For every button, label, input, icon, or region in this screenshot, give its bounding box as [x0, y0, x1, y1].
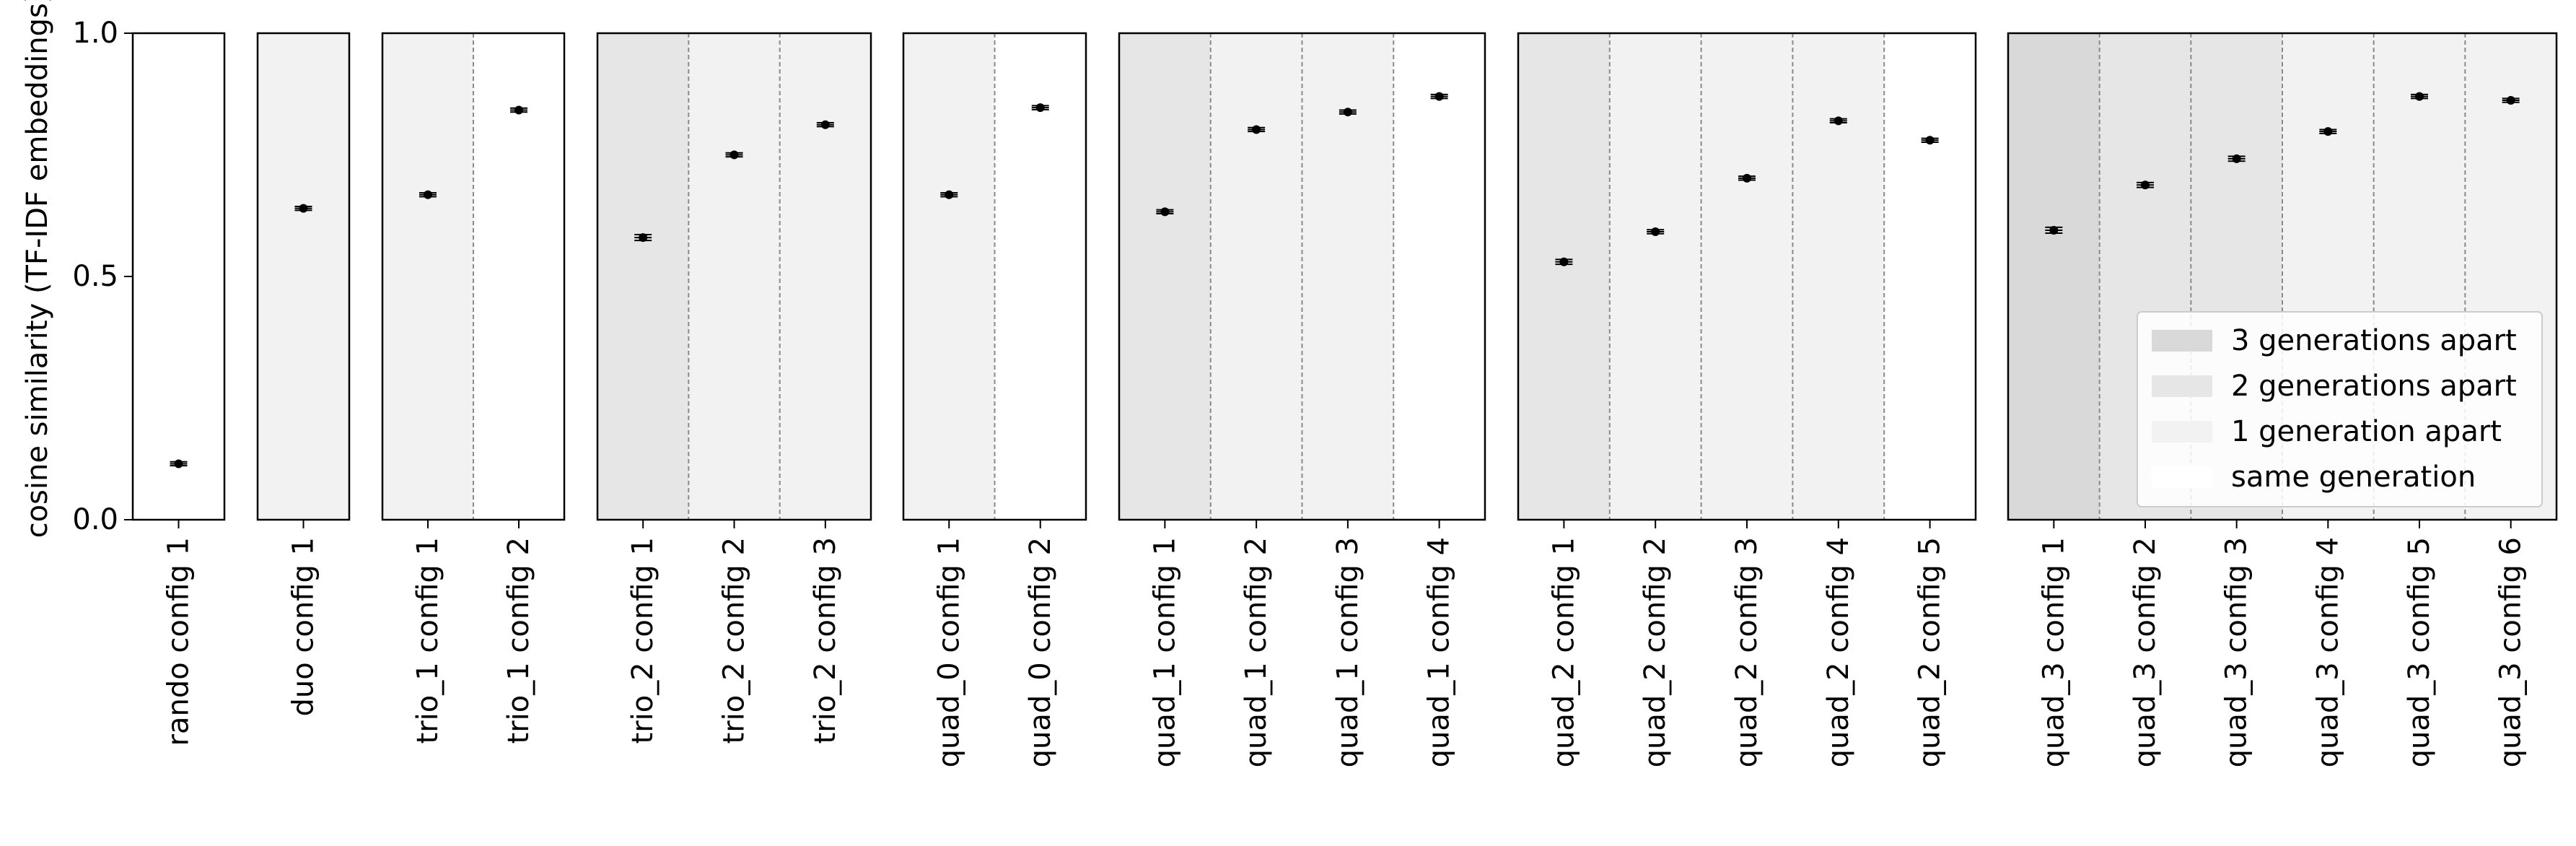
data-point [945, 190, 954, 199]
y-axis-label: cosine similarity (TF-IDF embeddings) [21, 0, 54, 538]
x-tick-label: quad_3 config 4 [2311, 537, 2344, 767]
x-tick-label: rando config 1 [162, 537, 196, 746]
data-point [1343, 108, 1352, 117]
cell-background [1302, 33, 1394, 520]
data-point [1834, 116, 1843, 126]
data-point [820, 120, 830, 129]
x-tick-label: quad_2 config 3 [1730, 537, 1764, 767]
x-tick-label: quad_2 config 2 [1639, 537, 1672, 767]
panel-trio_2: trio_2 config 1 trio_2 config 2 trio_2 con… [596, 32, 872, 743]
data-point [299, 204, 308, 213]
data-point [1651, 227, 1660, 236]
data-point [2323, 127, 2333, 136]
legend-swatch [2152, 421, 2212, 442]
x-tick-label: trio_1 config 2 [502, 537, 535, 743]
cell-background [133, 33, 224, 520]
data-point [2415, 92, 2424, 101]
x-tick-label: quad_0 config 2 [1024, 537, 1057, 767]
panel-quad_0: quad_0 config 1 quad_0 config 2 [902, 32, 1087, 767]
x-tick-label: quad_3 config 3 [2220, 537, 2253, 767]
panel-rando: rando config 1 [131, 32, 226, 746]
data-point [1160, 207, 1170, 217]
y-tick-label: 0.0 [72, 503, 118, 536]
y-axis: 0.0 0.5 1.0 cosine similarity (TF-IDF embed… [21, 0, 133, 538]
data-point [1743, 173, 1751, 183]
panel-frame [1118, 32, 1486, 521]
x-tick-label: quad_3 config 6 [2494, 537, 2528, 767]
cell-background [1119, 33, 1211, 520]
x-tick-label: quad_1 config 2 [1240, 537, 1273, 767]
data-point [1434, 92, 1444, 101]
x-tick-label: quad_2 config 1 [1547, 537, 1580, 767]
cell-background [1210, 33, 1302, 520]
cell-background [688, 33, 780, 520]
cell-background [903, 33, 995, 520]
data-point [1252, 125, 1261, 134]
x-tick-label: trio_2 config 3 [809, 537, 842, 743]
x-tick-label: quad_3 config 5 [2403, 537, 2436, 767]
data-point [1925, 136, 1935, 145]
data-point [2141, 180, 2150, 190]
panel-frame [381, 32, 566, 521]
cell-background [2008, 33, 2100, 520]
panel-trio_1: trio_1 config 1 trio_1 config 2 [381, 32, 566, 743]
legend-label: same generation [2231, 461, 2476, 494]
cell-background [1393, 33, 1485, 520]
panel-frame [902, 32, 1087, 521]
x-tick-label: trio_2 config 2 [718, 537, 751, 743]
data-point [1559, 257, 1569, 266]
data-point [2232, 154, 2241, 163]
x-tick-label: quad_0 config 1 [932, 537, 965, 767]
cell-background [1518, 33, 1610, 520]
x-tick-label: trio_2 config 1 [626, 537, 660, 743]
x-tick-label: quad_1 config 4 [1423, 537, 1456, 767]
x-tick-label: quad_2 config 5 [1914, 537, 1947, 767]
y-tick-label: 0.5 [72, 260, 118, 293]
x-tick-label: quad_1 config 3 [1331, 537, 1364, 767]
data-point [514, 105, 523, 115]
legend-label: 3 generations apart [2231, 324, 2517, 357]
cell-background [1792, 33, 1885, 520]
data-point [2506, 96, 2515, 105]
cell-background [597, 33, 689, 520]
legend-swatch [2152, 375, 2212, 397]
legend-label: 1 generation apart [2231, 415, 2502, 448]
x-tick-label: trio_1 config 1 [411, 537, 444, 743]
panel-frame [2007, 32, 2558, 521]
legend: 3 generations apart 2 generations apart 1 … [2137, 311, 2543, 507]
cell-background [1609, 33, 1701, 520]
data-point [730, 150, 739, 160]
panel-quad_1: quad_1 config 1 quad_1 config 2 quad_1 con… [1118, 32, 1486, 767]
legend-swatch [2152, 330, 2212, 352]
cell-background [994, 33, 1086, 520]
data-point [174, 459, 183, 468]
x-tick-label: duo config 1 [287, 537, 320, 717]
y-tick-label: 1.0 [72, 17, 118, 50]
cell-background [1701, 33, 1793, 520]
x-tick-label: quad_3 config 1 [2037, 537, 2070, 767]
legend-swatch [2152, 466, 2212, 488]
data-point [639, 233, 648, 243]
data-point [424, 190, 432, 199]
x-tick-label: quad_1 config 1 [1148, 537, 1181, 767]
x-tick-label: quad_2 config 4 [1822, 537, 1855, 767]
x-tick-label: quad_3 config 2 [2129, 537, 2162, 767]
cell-background [1884, 33, 1976, 520]
legend-box [2137, 311, 2543, 507]
cell-background [258, 33, 349, 520]
cell-background [779, 33, 871, 520]
data-point [1035, 103, 1045, 113]
cell-background [382, 33, 473, 520]
panel-quad_2: quad_2 config 1 quad_2 config 2 quad_2 con… [1517, 32, 1977, 767]
panel-duo: duo config 1 [256, 32, 351, 717]
legend-label: 2 generations apart [2231, 370, 2517, 403]
data-point [2049, 225, 2059, 235]
